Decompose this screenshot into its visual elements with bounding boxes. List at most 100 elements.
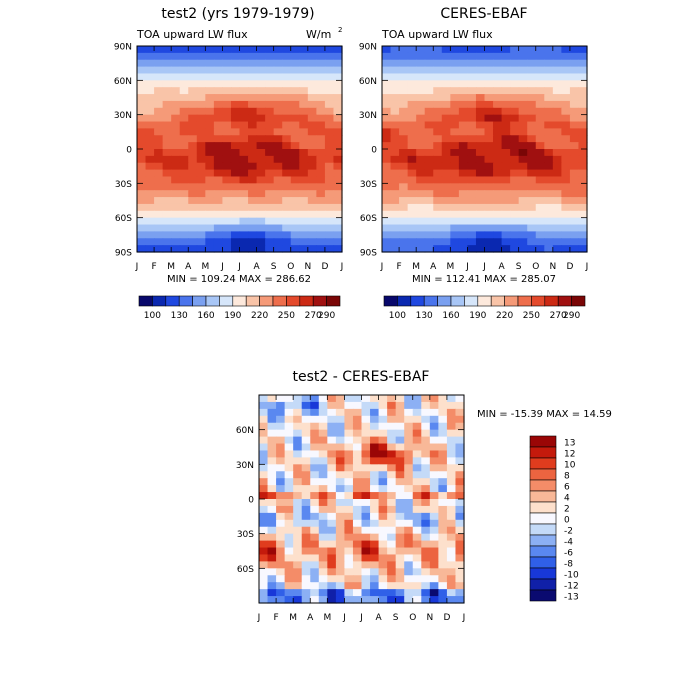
heatmap-cell <box>438 401 448 410</box>
heatmap-cell <box>424 176 434 184</box>
heatmap-cell <box>467 217 477 226</box>
heatmap-cell <box>344 492 354 500</box>
heatmap-cell <box>475 210 486 219</box>
heatmap-cell <box>307 217 317 226</box>
heatmap-cell <box>310 533 320 542</box>
heatmap-cell <box>188 107 198 116</box>
heatmap-cell <box>446 415 457 424</box>
heatmap-cell <box>446 499 457 507</box>
heatmap-cell <box>493 149 503 157</box>
heatmap-cell <box>493 203 503 212</box>
heatmap-cell <box>316 100 326 109</box>
heatmap-cell <box>145 94 155 102</box>
heatmap-cell <box>179 107 189 116</box>
heatmap-cell <box>171 155 181 164</box>
heatmap-cell <box>424 183 434 191</box>
heatmap-cell <box>327 505 337 514</box>
heatmap-cell <box>378 589 388 597</box>
heatmap-cell <box>450 80 460 88</box>
heatmap-cell <box>518 135 528 143</box>
heatmap-cell <box>248 52 258 61</box>
heatmap-cell <box>387 540 397 549</box>
heatmap-cell <box>527 197 537 205</box>
heatmap-cell <box>256 224 266 232</box>
y-tick-label: 0 <box>126 146 132 156</box>
heatmap-cell <box>284 471 294 479</box>
heatmap-cell <box>276 554 286 562</box>
heatmap-cell <box>370 443 380 452</box>
heatmap-cell <box>441 46 451 54</box>
heatmap-cell <box>324 245 335 253</box>
heatmap-cell <box>455 408 465 417</box>
heatmap-cell <box>441 80 451 88</box>
heatmap-cell <box>361 471 371 479</box>
heatmap-cell <box>335 512 346 521</box>
heatmap-cell <box>318 505 328 514</box>
heatmap-cell <box>310 596 320 604</box>
heatmap-cell <box>429 512 439 521</box>
heatmap-cell <box>544 114 554 123</box>
heatmap-cell <box>259 554 269 562</box>
heatmap-cell <box>196 155 206 164</box>
heatmap-cell <box>382 100 392 109</box>
heatmap-cell <box>424 66 434 75</box>
heatmap-cell <box>544 224 554 232</box>
heatmap-cell <box>352 561 363 569</box>
heatmap-cell <box>399 197 409 205</box>
heatmap-cell <box>335 450 346 458</box>
heatmap-cell <box>318 464 328 472</box>
heatmap-cell <box>145 224 155 232</box>
heatmap-cell <box>179 80 189 88</box>
heatmap-cell <box>527 73 537 81</box>
heatmap-cell <box>544 197 554 205</box>
heatmap-cell <box>265 155 275 164</box>
heatmap-cell <box>510 114 520 123</box>
heatmap-cell <box>510 128 520 136</box>
heatmap-cell <box>433 107 443 116</box>
heatmap-cell <box>316 52 326 61</box>
heatmap-cell <box>154 238 164 246</box>
colorbar-swatch <box>423 295 438 307</box>
heatmap-cell <box>335 519 346 528</box>
colorbar-label: 8 <box>564 472 570 482</box>
heatmap-cell <box>273 197 283 205</box>
heatmap-cell <box>273 114 283 123</box>
heatmap-cell <box>527 135 537 143</box>
heatmap-cell <box>265 80 275 88</box>
heatmap-cell <box>535 231 545 239</box>
heatmap-cell <box>416 155 426 164</box>
heatmap-cell <box>387 575 397 583</box>
heatmap-cell <box>552 46 562 54</box>
heatmap-cell <box>424 149 434 157</box>
heatmap-cell <box>441 238 451 246</box>
heatmap-cell <box>316 162 326 171</box>
heatmap-cell <box>424 169 434 178</box>
heatmap-cell <box>399 149 409 157</box>
heatmap-cell <box>578 238 588 246</box>
panel2-min-max: MIN = 112.41 MAX = 285.07 <box>412 274 556 285</box>
heatmap-cell <box>455 429 465 438</box>
heatmap-cell <box>501 52 511 61</box>
colorbar-swatch <box>397 295 412 307</box>
heatmap-cell <box>265 231 275 239</box>
heatmap-cell <box>544 203 554 212</box>
x-tick-label: A <box>253 262 260 272</box>
heatmap-cell <box>407 224 417 232</box>
heatmap-cell <box>475 217 486 226</box>
heatmap-cell <box>230 107 241 116</box>
heatmap-cell <box>424 121 434 129</box>
heatmap-cell <box>188 217 198 226</box>
heatmap-cell <box>276 561 286 569</box>
heatmap-cell <box>412 596 422 604</box>
heatmap-cell <box>561 100 571 109</box>
heatmap-cell <box>267 561 277 569</box>
heatmap-cell <box>301 519 311 528</box>
heatmap-cell <box>475 197 486 205</box>
heatmap-cell <box>433 190 443 198</box>
heatmap-cell <box>284 422 294 431</box>
heatmap-cell <box>455 485 465 493</box>
heatmap-cell <box>188 128 198 136</box>
heatmap-cell <box>137 190 147 198</box>
heatmap-cell <box>179 66 189 75</box>
